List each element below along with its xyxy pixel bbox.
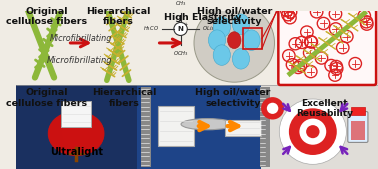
- Text: Original
cellulose fibers: Original cellulose fibers: [6, 88, 87, 107]
- Text: N: N: [178, 26, 184, 32]
- Text: High Elasticity: High Elasticity: [164, 13, 241, 22]
- Text: $CH_3$: $CH_3$: [175, 0, 186, 8]
- Circle shape: [306, 125, 319, 138]
- Bar: [61, 101, 91, 127]
- Text: +: +: [183, 22, 187, 27]
- Ellipse shape: [194, 4, 274, 82]
- Ellipse shape: [232, 14, 249, 34]
- Bar: [16, 85, 136, 169]
- Ellipse shape: [213, 17, 231, 37]
- Ellipse shape: [243, 30, 260, 50]
- Circle shape: [289, 108, 337, 155]
- Ellipse shape: [84, 116, 104, 142]
- Bar: [351, 107, 365, 115]
- Circle shape: [174, 22, 187, 35]
- Circle shape: [279, 99, 346, 164]
- Bar: [261, 85, 378, 169]
- Bar: [351, 121, 365, 140]
- Text: Excellent
Reusability: Excellent Reusability: [296, 99, 353, 118]
- Bar: [136, 85, 261, 169]
- Ellipse shape: [85, 120, 104, 147]
- Bar: [225, 119, 261, 136]
- Text: Microfibrillating: Microfibrillating: [46, 56, 112, 65]
- Circle shape: [261, 97, 284, 119]
- Ellipse shape: [60, 137, 86, 156]
- Circle shape: [62, 119, 90, 148]
- Ellipse shape: [232, 49, 249, 69]
- Bar: [243, 28, 262, 49]
- Ellipse shape: [48, 116, 68, 142]
- Bar: [16, 1, 378, 85]
- Text: $OLi_3$: $OLi_3$: [202, 25, 214, 33]
- Text: Hierarchical
fibers: Hierarchical fibers: [92, 88, 156, 107]
- Text: Microfibrillating: Microfibrillating: [50, 34, 112, 43]
- Text: High oil/water
selectivity: High oil/water selectivity: [197, 7, 272, 26]
- Ellipse shape: [54, 112, 79, 133]
- Ellipse shape: [208, 30, 226, 50]
- Ellipse shape: [181, 119, 234, 130]
- Text: $H_3CO$: $H_3CO$: [144, 25, 160, 33]
- Ellipse shape: [54, 135, 79, 155]
- Text: Ultralight: Ultralight: [50, 147, 103, 157]
- Text: Hierarchical
fibers: Hierarchical fibers: [86, 7, 150, 26]
- Ellipse shape: [50, 113, 73, 137]
- Circle shape: [299, 119, 326, 145]
- Circle shape: [267, 103, 278, 114]
- Ellipse shape: [66, 137, 93, 156]
- Ellipse shape: [50, 130, 73, 154]
- Ellipse shape: [79, 113, 102, 137]
- Ellipse shape: [84, 125, 104, 151]
- Ellipse shape: [48, 125, 68, 151]
- Ellipse shape: [48, 120, 67, 147]
- FancyBboxPatch shape: [348, 112, 368, 142]
- Bar: [158, 106, 194, 146]
- Text: $OCH_3$: $OCH_3$: [173, 50, 189, 58]
- Ellipse shape: [228, 32, 241, 49]
- Ellipse shape: [66, 111, 93, 130]
- Ellipse shape: [73, 112, 98, 133]
- FancyBboxPatch shape: [278, 2, 376, 85]
- Ellipse shape: [60, 111, 86, 130]
- Bar: [141, 87, 151, 167]
- Ellipse shape: [213, 45, 231, 65]
- Ellipse shape: [73, 135, 98, 155]
- Text: High oil/water
selectivity: High oil/water selectivity: [195, 88, 271, 107]
- Bar: [260, 87, 270, 167]
- Ellipse shape: [79, 130, 102, 154]
- Text: Original
cellulose fibers: Original cellulose fibers: [6, 7, 87, 26]
